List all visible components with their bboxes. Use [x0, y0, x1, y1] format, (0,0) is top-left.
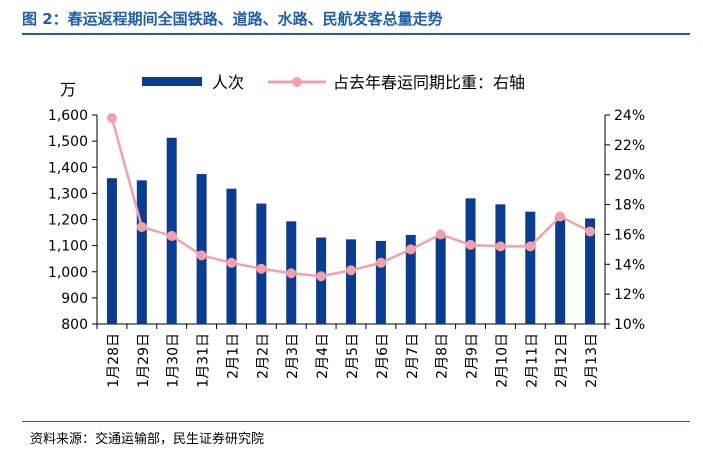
y-left-tick-label: 1,600 [48, 108, 88, 124]
line-point [196, 250, 207, 261]
bar [226, 188, 237, 324]
line-point [346, 265, 356, 276]
bar [435, 237, 446, 324]
y-right-tick-label: 22% [614, 138, 645, 154]
y-left-tick-label: 1,200 [48, 213, 88, 229]
y-left-tick-label: 1,000 [48, 265, 88, 281]
title-divider [22, 33, 690, 35]
axes: 800 900 1,000 1,100 1,200 1,300 1,400 1,500 1,60… [48, 108, 645, 388]
line-point [435, 229, 446, 240]
x-tick-label: 2月8日 [435, 333, 451, 379]
bar-series [106, 137, 596, 324]
x-tick-label: 2月10日 [494, 333, 510, 388]
x-tick-label: 2月5日 [345, 333, 361, 379]
y-right-tick-label: 24% [614, 108, 645, 124]
line-point [286, 268, 297, 279]
x-tick-label: 1月29日 [136, 333, 152, 388]
y-right-tick-label: 18% [614, 198, 645, 214]
bar [405, 234, 416, 324]
chart-title: 图 2：春运返程期间全国铁路、道路、水路、民航发客总量走势 [22, 10, 443, 28]
x-tick-label: 2月4日 [315, 333, 331, 379]
line-point [106, 112, 117, 123]
y-right-tick-label: 14% [614, 257, 645, 273]
line-point [316, 271, 327, 282]
legend-bar-swatch [142, 77, 202, 86]
line-point [525, 241, 536, 252]
legend-line-label: 占去年春运同期比重：右轴 [333, 73, 525, 92]
bar [585, 218, 596, 324]
bar [465, 198, 476, 324]
bar [136, 180, 147, 324]
bar [166, 137, 177, 324]
x-tick-label: 2月1日 [225, 333, 241, 379]
x-tick-label: 2月11日 [524, 333, 540, 388]
bar [555, 215, 566, 324]
line-point [465, 239, 476, 250]
x-tick-label: 2月7日 [405, 333, 421, 379]
bar [495, 204, 506, 324]
x-tick-label: 2月9日 [465, 333, 481, 379]
line-point [555, 211, 566, 222]
x-tick-label: 2月6日 [375, 333, 391, 379]
x-tick-label: 1月30日 [166, 333, 182, 388]
y-left-tick-label: 1,300 [48, 186, 88, 202]
line-point [256, 263, 267, 274]
y-right-tick-label: 20% [614, 168, 645, 184]
legend-bar-label: 人次 [212, 73, 244, 92]
bar [346, 239, 356, 324]
line-point [495, 241, 506, 252]
bar [375, 240, 386, 324]
line-point [166, 230, 177, 241]
source-note: 资料来源：交通运输部，民生证券研究院 [30, 432, 265, 447]
line-point [375, 257, 386, 268]
y-left-tick-label: 800 [61, 317, 88, 333]
x-tick-label: 2月3日 [285, 333, 301, 379]
y-left-tick-label: 1,100 [48, 239, 88, 255]
bar [196, 174, 207, 324]
x-tick-label: 2月13日 [584, 333, 600, 388]
y-right-tick-label: 16% [614, 227, 645, 243]
line-point [405, 244, 416, 255]
legend-line-marker [292, 77, 302, 87]
x-tick-label: 2月2日 [255, 333, 271, 379]
bar [525, 211, 536, 324]
bar [106, 178, 117, 324]
y-left-tick-label: 1,400 [48, 160, 88, 176]
source-divider [22, 421, 690, 422]
line-series [106, 112, 596, 282]
line-point [136, 221, 147, 232]
y-right-tick-label: 10% [614, 317, 645, 333]
line-point [585, 226, 596, 237]
x-tick-label: 1月28日 [106, 333, 122, 388]
x-tick-label: 1月31日 [196, 333, 212, 388]
y-right-tick-label: 12% [614, 287, 645, 303]
legend: 人次 占去年春运同期比重：右轴 [142, 73, 525, 92]
y-left-tick-label: 900 [61, 291, 88, 307]
line-point [226, 257, 237, 268]
y-left-tick-label: 1,500 [48, 134, 88, 150]
y-unit-label: 万 [60, 80, 76, 99]
x-tick-label: 2月12日 [554, 333, 570, 388]
